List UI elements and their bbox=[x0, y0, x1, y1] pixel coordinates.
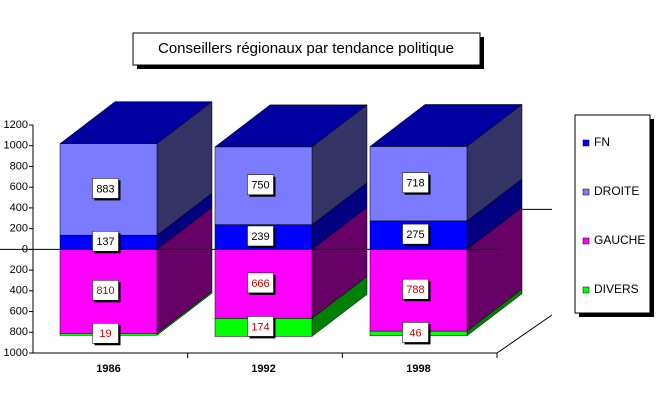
data-label: 19 bbox=[99, 328, 111, 340]
legend-label: DROITE bbox=[594, 184, 639, 198]
data-label: 718 bbox=[406, 178, 424, 190]
y-tick-label: 400 bbox=[10, 202, 28, 214]
legend-label: DIVERS bbox=[594, 282, 639, 296]
y-tick-label: 800 bbox=[10, 326, 28, 338]
legend-swatch bbox=[582, 188, 590, 196]
x-tick-label: 1992 bbox=[251, 363, 275, 375]
x-tick-label: 1986 bbox=[96, 363, 120, 375]
label-box bbox=[247, 316, 274, 337]
label-box bbox=[92, 280, 119, 301]
label-box bbox=[92, 231, 119, 252]
floor-edge bbox=[496, 314, 553, 354]
y-tick-label: 1000 bbox=[4, 140, 28, 152]
chart-title: Conseillers régionaux par tendance polit… bbox=[158, 40, 454, 57]
data-label: 46 bbox=[409, 327, 421, 339]
data-label: 810 bbox=[96, 285, 114, 297]
y-tick-label: 600 bbox=[10, 181, 28, 193]
label-box bbox=[402, 322, 429, 343]
y-tick-label: 1200 bbox=[4, 119, 28, 131]
legend-swatch bbox=[582, 237, 590, 245]
data-label: 275 bbox=[406, 229, 424, 241]
label-box bbox=[247, 225, 274, 247]
title-box bbox=[132, 32, 481, 66]
legend-swatch bbox=[582, 139, 590, 147]
label-box bbox=[402, 172, 429, 193]
y-tick-label: 800 bbox=[10, 160, 28, 172]
x-tick-label: 1998 bbox=[406, 363, 430, 375]
label-box bbox=[92, 323, 119, 344]
y-tick-label: 200 bbox=[10, 264, 28, 276]
data-label: 239 bbox=[251, 231, 269, 243]
y-tick-label: 600 bbox=[10, 305, 28, 317]
data-label: 666 bbox=[251, 278, 269, 290]
bar-top bbox=[369, 104, 523, 147]
y-tick-label: 400 bbox=[10, 285, 28, 297]
data-label: 137 bbox=[96, 236, 114, 248]
label-box bbox=[92, 178, 119, 199]
bar-top bbox=[214, 104, 368, 148]
label-box bbox=[402, 223, 429, 245]
legend-label: FN bbox=[594, 135, 610, 149]
data-label: 883 bbox=[96, 183, 114, 195]
label-box bbox=[247, 174, 274, 195]
bar-top bbox=[59, 101, 213, 144]
data-label: 788 bbox=[406, 284, 424, 296]
y-tick-label: 200 bbox=[10, 223, 28, 235]
legend-swatch bbox=[582, 286, 590, 294]
data-label: 750 bbox=[251, 180, 269, 192]
y-tick-label: 1000 bbox=[4, 347, 28, 359]
legend-box bbox=[574, 114, 651, 314]
label-box bbox=[402, 278, 429, 300]
data-label: 174 bbox=[251, 321, 269, 333]
label-box bbox=[247, 272, 274, 294]
legend-label: GAUCHE bbox=[594, 233, 645, 247]
